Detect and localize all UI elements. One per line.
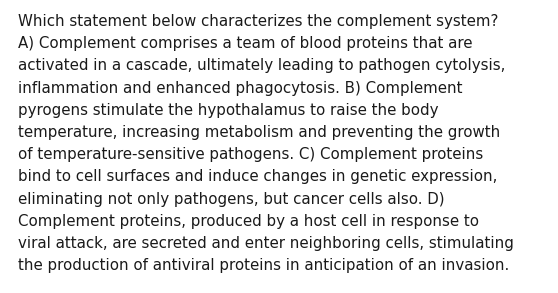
Text: the production of antiviral proteins in anticipation of an invasion.: the production of antiviral proteins in … [18, 258, 509, 273]
Text: bind to cell surfaces and induce changes in genetic expression,: bind to cell surfaces and induce changes… [18, 169, 497, 184]
Text: pyrogens stimulate the hypothalamus to raise the body: pyrogens stimulate the hypothalamus to r… [18, 103, 439, 118]
Text: viral attack, are secreted and enter neighboring cells, stimulating: viral attack, are secreted and enter nei… [18, 236, 514, 251]
Text: Complement proteins, produced by a host cell in response to: Complement proteins, produced by a host … [18, 214, 479, 229]
Text: activated in a cascade, ultimately leading to pathogen cytolysis,: activated in a cascade, ultimately leadi… [18, 58, 506, 74]
Text: A) Complement comprises a team of blood proteins that are: A) Complement comprises a team of blood … [18, 36, 473, 51]
Text: eliminating not only pathogens, but cancer cells also. D): eliminating not only pathogens, but canc… [18, 192, 445, 207]
Text: Which statement below characterizes the complement system?: Which statement below characterizes the … [18, 14, 498, 29]
Text: temperature, increasing metabolism and preventing the growth: temperature, increasing metabolism and p… [18, 125, 501, 140]
Text: of temperature-sensitive pathogens. C) Complement proteins: of temperature-sensitive pathogens. C) C… [18, 147, 483, 162]
Text: inflammation and enhanced phagocytosis. B) Complement: inflammation and enhanced phagocytosis. … [18, 81, 463, 96]
